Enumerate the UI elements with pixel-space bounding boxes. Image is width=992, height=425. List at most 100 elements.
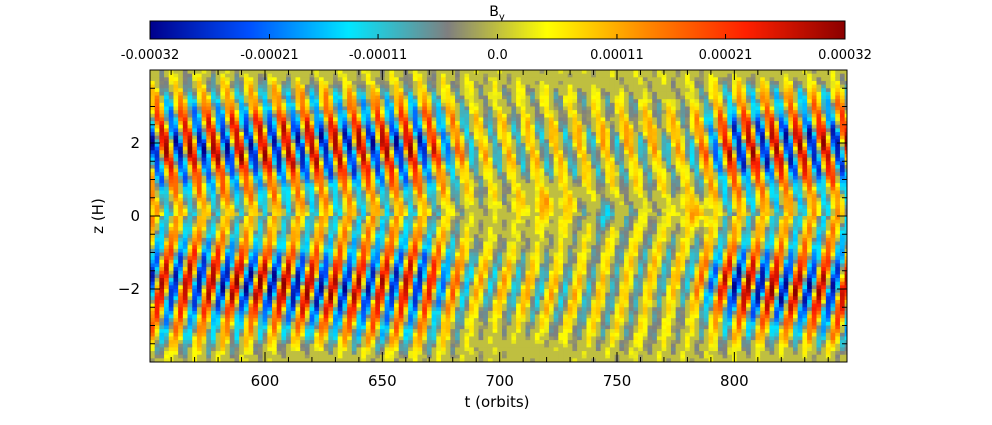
heatmap-cell [398, 241, 405, 246]
heatmap-cell [201, 321, 207, 327]
heatmap-cell [384, 102, 390, 108]
heatmap-cell [173, 267, 179, 272]
heatmap-cell [257, 303, 264, 308]
heatmap-cell [408, 318, 414, 323]
heatmap-cell [187, 289, 193, 294]
heatmap-cell [150, 150, 156, 155]
heatmap-cell [309, 318, 315, 323]
heatmap-cell [211, 285, 217, 290]
heatmap-cell [337, 318, 344, 323]
heatmap-cell [225, 70, 231, 75]
heatmap-cell [314, 110, 320, 115]
heatmap-cell [164, 124, 170, 129]
heatmap-cell [281, 91, 287, 97]
heatmap-cell [243, 281, 250, 286]
heatmap-cell [267, 267, 273, 272]
heatmap-cell [356, 241, 362, 246]
heatmap-cell [300, 91, 306, 97]
heatmap-cell [154, 358, 160, 362]
heatmap-cell [314, 296, 320, 301]
heatmap-cell [253, 164, 259, 170]
heatmap-cell [182, 205, 189, 210]
heatmap-cell [159, 95, 165, 100]
heatmap-cell [337, 303, 344, 308]
heatmap-cell [379, 212, 386, 217]
heatmap-cell [187, 274, 193, 279]
heatmap-cell [243, 175, 250, 181]
heatmap-cell [389, 336, 395, 341]
heatmap-cell [206, 106, 212, 111]
heatmap-cell [394, 263, 400, 268]
heatmap-cell [347, 285, 353, 290]
heatmap-cell [290, 234, 297, 239]
heatmap-cell [295, 110, 301, 115]
heatmap-cell [422, 205, 428, 210]
heatmap-cell [436, 354, 442, 359]
heatmap-cell [286, 208, 292, 213]
heatmap-cell [318, 139, 325, 144]
heatmap-cell [412, 175, 419, 181]
heatmap-cell [351, 343, 358, 348]
heatmap-cell [394, 80, 400, 86]
heatmap-cell [417, 248, 423, 254]
heatmap-cell [441, 95, 447, 100]
heatmap-cell [272, 205, 278, 210]
heatmap-cell [206, 310, 212, 316]
heatmap-cell [211, 263, 217, 268]
heatmap-cell [257, 150, 264, 155]
heatmap-cell [412, 223, 419, 228]
heatmap-cell [276, 135, 283, 140]
heatmap-cell [295, 307, 301, 312]
heatmap-cell [436, 307, 442, 312]
heatmap-cell [215, 157, 221, 162]
heatmap-cell [262, 234, 268, 239]
heatmap-cell [150, 296, 156, 301]
heatmap-cell [426, 106, 433, 111]
heatmap-cell [408, 172, 414, 177]
heatmap-cell [201, 336, 207, 341]
heatmap-cell [384, 172, 390, 177]
heatmap-cell [347, 172, 353, 177]
heatmap-cell [375, 299, 381, 305]
heatmap-cell [286, 292, 292, 297]
heatmap-cell [422, 150, 428, 155]
heatmap-cell [164, 292, 170, 297]
heatmap-cell [276, 183, 283, 188]
heatmap-cell [426, 263, 433, 268]
heatmap-cell [436, 190, 442, 195]
heatmap-cell [337, 164, 344, 170]
heatmap-cell [267, 88, 273, 93]
heatmap-cell [422, 113, 428, 119]
heatmap-cell [389, 347, 395, 352]
heatmap-cell [403, 153, 409, 159]
heatmap-cell [295, 143, 301, 148]
heatmap-cell [215, 143, 221, 148]
heatmap-cell [351, 106, 358, 111]
heatmap-cell [342, 186, 348, 192]
heatmap-cell [314, 226, 320, 232]
heatmap-cell [159, 117, 165, 122]
heatmap-cell [220, 132, 226, 137]
heatmap-cell [318, 281, 325, 286]
heatmap-cell [281, 139, 287, 144]
heatmap-cell [215, 252, 221, 257]
heatmap-cell [431, 296, 437, 301]
heatmap-cell [286, 256, 292, 261]
heatmap-cell [356, 117, 362, 122]
heatmap-cell [262, 80, 268, 86]
heatmap-cell [286, 270, 292, 275]
heatmap-cell [276, 175, 283, 181]
heatmap-cell [234, 139, 240, 144]
heatmap-cell [168, 179, 175, 184]
heatmap-cell [328, 121, 334, 126]
heatmap-cell [290, 252, 297, 257]
heatmap-cell [206, 347, 212, 352]
heatmap-cell [384, 234, 390, 239]
heatmap-cell [182, 135, 189, 140]
heatmap-cell [403, 143, 409, 148]
heatmap-cell [333, 329, 339, 334]
heatmap-cell [436, 117, 442, 122]
heatmap-cell [351, 245, 358, 250]
heatmap-cell [253, 259, 259, 265]
heatmap-cell [426, 270, 433, 275]
